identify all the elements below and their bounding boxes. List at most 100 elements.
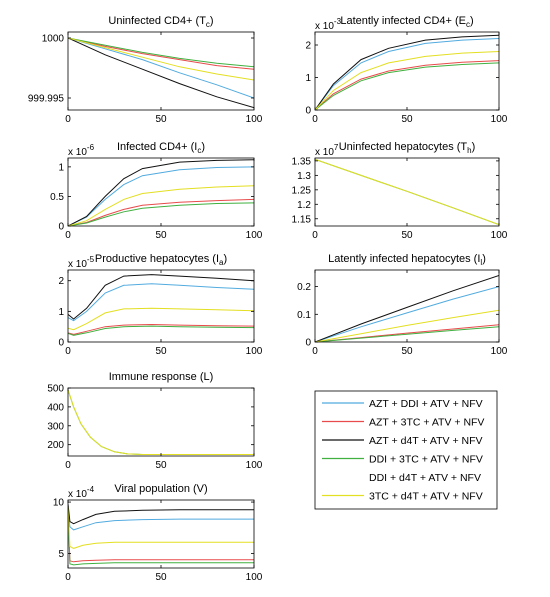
y-tick-label: 2 (58, 276, 64, 287)
subplots: Uninfected CD4+ (Tc)0 50 1001000999.995Lat… (28, 15, 508, 583)
series-line-5 (68, 185, 254, 226)
x-tick-label: 0 (312, 114, 318, 125)
x-tick-label: 0 (65, 572, 71, 583)
title-close: ) (201, 141, 205, 153)
legend: AZT + DDI + ATV + NFV AZT + 3TC + ATV + N… (314, 390, 498, 510)
y-tick-label: 1.2 (297, 200, 311, 211)
x-tick-label: 100 (246, 114, 263, 125)
series-line-2 (315, 158, 499, 226)
y-tick-label: 999.995 (28, 94, 65, 105)
subplot-title: Infected CD4+ (Ic) (117, 141, 205, 155)
legend-entry: AZT + 3TC + ATV + NFV (322, 417, 484, 429)
subplot-2: Latently infected CD4+ (Ec)x 10-30 50 1000… (305, 15, 507, 125)
legend-entry: AZT + d4T + ATV + NFV (322, 435, 483, 447)
x-tick-label: 100 (491, 230, 508, 241)
axis-multiplier: x 10-5 (68, 255, 95, 270)
y-tick-label: 1 (305, 73, 311, 84)
series-line-2 (68, 323, 254, 335)
y-tick-label: 1 (58, 307, 64, 318)
subplot-title: Uninfected hepatocytes (Th) (339, 141, 476, 155)
x-tick-label: 100 (491, 346, 508, 357)
x-tick-label: 50 (155, 460, 167, 471)
series-line-1 (68, 37, 254, 99)
series-line-4 (68, 507, 254, 566)
subplot-title: Productive hepatocytes (Ia) (95, 253, 227, 267)
y-tick-label: 5 (58, 549, 64, 560)
series-line-5 (68, 307, 254, 331)
title-close: ) (210, 15, 214, 27)
legend-entries: AZT + DDI + ATV + NFV AZT + 3TC + ATV + N… (322, 398, 484, 503)
series-line-4 (315, 62, 499, 110)
series-group (68, 37, 254, 109)
subplot-7: Immune response (L) 0 50 100 200 300 400 500 (47, 371, 262, 471)
y-tick-label: 1000 (42, 34, 65, 45)
series-line-4 (68, 325, 254, 336)
y-tick-label: 2 (305, 41, 311, 52)
x-tick-label: 100 (246, 572, 263, 583)
subplot-title: Uninfected CD4+ (Tc) (108, 15, 213, 29)
y-tick-label: 0 (305, 338, 311, 349)
series-line-3 (68, 274, 254, 320)
title-close: ) (482, 253, 486, 265)
x-tick-label: 0 (312, 346, 318, 357)
series-line-3 (315, 275, 499, 342)
axis-multiplier: x 107 (315, 143, 339, 158)
series-group (315, 158, 499, 226)
series-line-1 (315, 286, 499, 342)
x-tick-label: 0 (65, 460, 71, 471)
series-group (68, 159, 254, 226)
title-text: Uninfected hepatocytes (T (339, 141, 468, 153)
legend-entry: 3TC + d4T + ATV + NFV (322, 491, 483, 503)
title-text: Uninfected CD4+ (T (108, 15, 206, 27)
series-line-3 (315, 34, 499, 110)
axis-multiplier: x 10-3 (315, 17, 342, 32)
x-tick-label: 0 (65, 230, 71, 241)
y-tick-label: 0 (305, 106, 311, 117)
legend-label: AZT + 3TC + ATV + NFV (369, 417, 484, 429)
series-line-5 (68, 507, 254, 549)
title-subscript: h (467, 146, 471, 155)
y-tick-label: 1.35 (292, 156, 312, 167)
subplot-title: Viral population (V) (114, 483, 207, 495)
title-close: ) (223, 253, 227, 265)
subplot-title: Latently infected CD4+ (Ec) (340, 15, 473, 29)
title-subscript: c (206, 20, 210, 29)
x-tick-label: 0 (65, 114, 71, 125)
title-subscript: l (480, 258, 482, 267)
legend-label: AZT + DDI + ATV + NFV (369, 398, 483, 410)
subplot-1: Uninfected CD4+ (Tc) 0 50 100 1000 999.995 (28, 15, 263, 125)
legend-entry: DDI + 3TC + ATV + NFV (322, 454, 483, 466)
title-subscript: a (219, 258, 224, 267)
y-tick-label: 10 (53, 498, 65, 509)
subplot-3: Infected CD4+ (Ic) x 10-6 0 50 100 0 0.5 1 (50, 141, 263, 241)
subplot-8: Viral population (V) x 10-4 0 50 100 5 10 (53, 483, 263, 583)
subplot-title: Immune response (L) (109, 371, 214, 383)
series-line-4 (68, 202, 254, 226)
x-tick-label: 50 (155, 346, 167, 357)
x-tick-label: 100 (246, 346, 263, 357)
legend-label: 3TC + d4T + ATV + NFV (369, 491, 483, 503)
title-text: Productive hepatocytes (I (95, 253, 219, 265)
y-tick-label: 400 (47, 402, 64, 413)
y-tick-label: 0.5 (50, 192, 64, 203)
series-line-2 (315, 60, 499, 110)
x-tick-label: 100 (246, 230, 263, 241)
title-text: Immune response (L) (109, 371, 214, 383)
series-line-1 (315, 38, 499, 110)
title-text: Viral population (V) (114, 483, 207, 495)
series-line-1 (68, 507, 254, 531)
y-tick-label: 1.3 (297, 171, 311, 182)
subplot-6: Latently infected hepatocytes (Il) 0 50 100… (297, 253, 508, 357)
y-tick-label: 0.2 (297, 282, 311, 293)
x-tick-label: 50 (155, 572, 167, 583)
series-line-5 (315, 309, 499, 342)
series-line-3 (68, 37, 254, 109)
x-tick-label: 50 (155, 114, 167, 125)
series-line-3 (68, 504, 254, 525)
x-tick-label: 50 (401, 230, 413, 241)
x-tick-label: 50 (401, 346, 413, 357)
y-tick-label: 200 (47, 440, 64, 451)
series-line-3 (68, 159, 254, 226)
